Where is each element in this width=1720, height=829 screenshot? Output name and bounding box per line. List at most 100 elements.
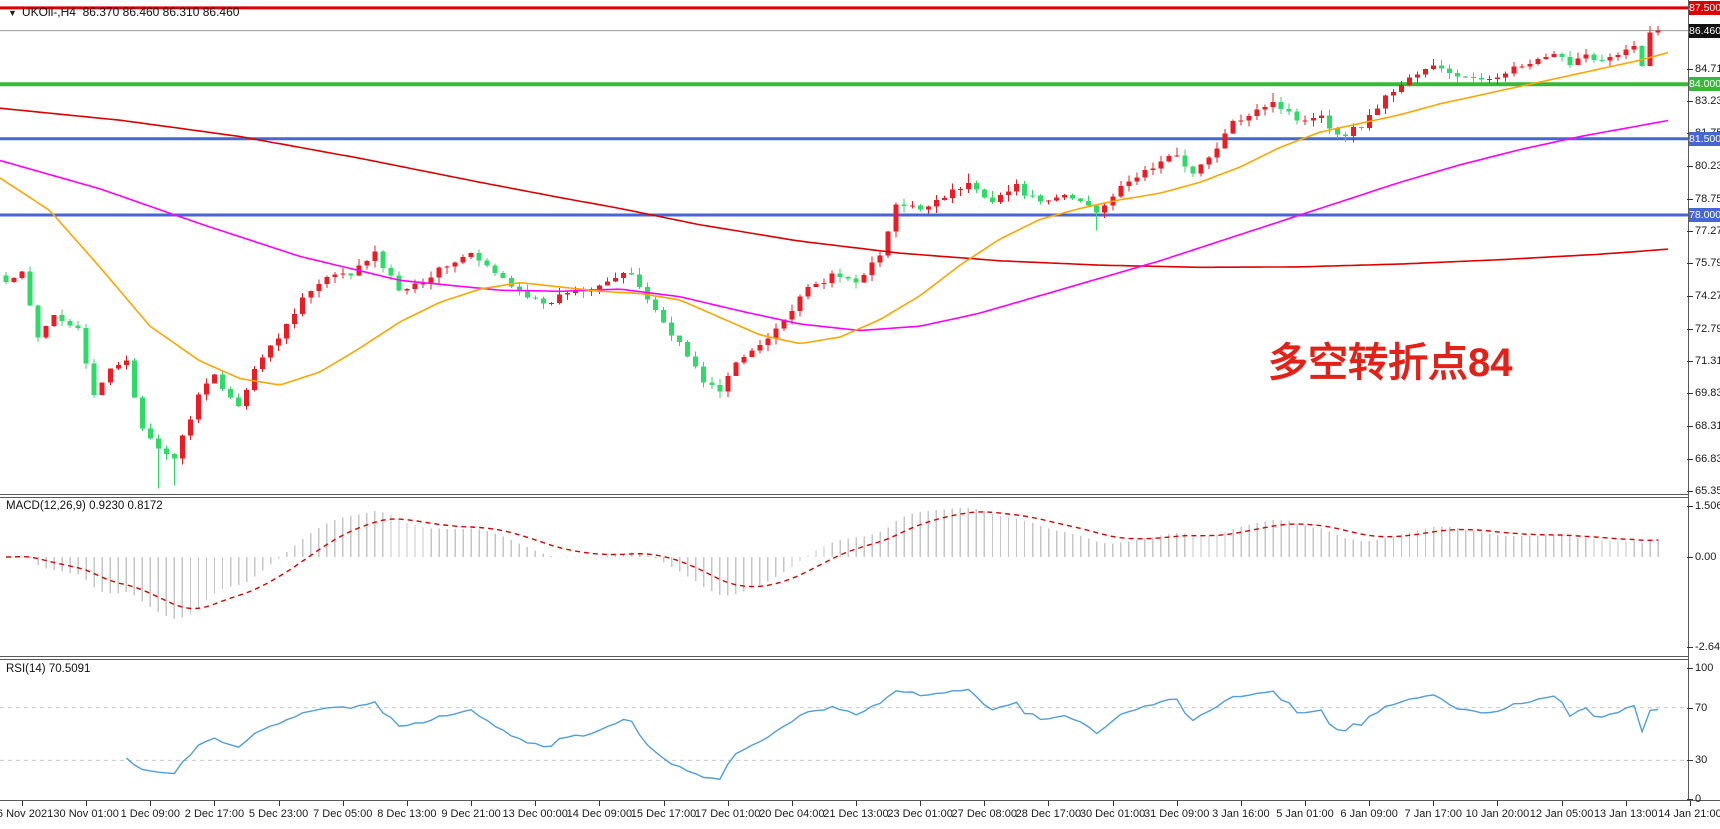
candle-body <box>1350 126 1356 136</box>
candle-body <box>901 204 907 207</box>
candle-body <box>1118 185 1124 197</box>
macd-rsi-separator <box>0 656 1688 657</box>
chevron-down-icon[interactable]: ▼ <box>8 8 17 18</box>
rsi-tick-label: 100 <box>1695 662 1714 674</box>
candle-body <box>1487 79 1493 81</box>
price-tick-label: 84.710 <box>1695 62 1720 75</box>
candle-body <box>1647 32 1653 66</box>
candle-body <box>1495 77 1501 80</box>
candle-body <box>1222 133 1228 149</box>
candle-body <box>1318 115 1324 119</box>
candle-body <box>1631 46 1637 50</box>
candle-body <box>1511 66 1517 74</box>
candle-body <box>941 198 947 201</box>
price-tick-label: 77.270 <box>1695 224 1720 237</box>
time-tick-mark <box>1176 801 1178 806</box>
candle-body <box>452 262 458 267</box>
candle-body <box>693 356 699 367</box>
macd-top-border <box>0 497 1688 498</box>
candle-body <box>204 383 209 395</box>
time-tick-mark <box>920 801 922 806</box>
time-tick-label: 13 Dec 00:00 <box>502 808 568 820</box>
candle-body <box>1415 74 1421 78</box>
candle-body <box>420 283 426 285</box>
price-tick-mark <box>1687 426 1693 428</box>
candle-body <box>1086 201 1092 206</box>
time-tick-label: 21 Dec 13:00 <box>823 808 889 820</box>
candle-body <box>179 435 185 459</box>
time-tick-mark <box>214 801 216 806</box>
candle-body <box>252 369 258 390</box>
price-tick-mark <box>1687 68 1693 70</box>
rsi-tick-label: 0 <box>1695 793 1702 805</box>
candle-body <box>1334 128 1340 135</box>
candle-body <box>35 305 41 338</box>
candle-body <box>67 321 73 326</box>
candle-body <box>1358 126 1364 129</box>
price-tick-label: 66.830 <box>1695 452 1720 465</box>
macd-panel-canvas[interactable] <box>0 497 1688 657</box>
candle-body <box>572 290 578 293</box>
time-tick-mark <box>1561 801 1563 806</box>
candle-body <box>348 273 354 276</box>
candle-body <box>1286 109 1292 112</box>
ma-short-orange <box>0 51 1669 386</box>
candle-body <box>749 350 755 357</box>
candle-body <box>893 204 899 232</box>
time-tick-label: 14 Dec 09:00 <box>566 808 633 820</box>
candle-body <box>372 251 378 262</box>
candle-body <box>260 357 266 370</box>
candle-body <box>621 273 627 278</box>
candle-body <box>1070 195 1076 199</box>
candle-body <box>965 183 971 190</box>
price-tick-mark <box>1687 296 1693 298</box>
candle-body <box>733 362 739 376</box>
time-tick-label: 12 Jan 05:00 <box>1529 808 1594 820</box>
price-tick-label: 75.790 <box>1695 257 1720 270</box>
candle-body <box>1535 59 1541 65</box>
price-tick-label: 74.270 <box>1695 290 1720 303</box>
candle-body <box>613 277 619 282</box>
candle-body <box>460 257 466 263</box>
candle-body <box>1439 65 1445 69</box>
candle-body <box>1038 195 1044 202</box>
candle-body <box>677 335 683 343</box>
time-tick-label: 28 Dec 17:00 <box>1015 808 1082 820</box>
candle-body <box>837 273 843 277</box>
candle-body <box>1519 66 1525 68</box>
rsi-panel-canvas[interactable] <box>0 659 1688 801</box>
candle-body <box>805 287 811 297</box>
time-tick-mark <box>727 801 729 806</box>
candle-body <box>492 265 498 274</box>
time-tick-label: 31 Dec 09:00 <box>1143 808 1210 820</box>
candle-body <box>484 260 490 266</box>
candle-body <box>981 189 987 198</box>
rsi-tick-mark <box>1687 668 1693 669</box>
candle-body <box>1006 191 1011 196</box>
candle-body <box>845 276 851 279</box>
candle-body <box>75 325 81 328</box>
candle-body <box>1166 155 1172 162</box>
time-tick-mark <box>1689 801 1691 806</box>
candle-body <box>83 327 89 364</box>
candle-body <box>1639 46 1645 66</box>
candle-body <box>637 274 643 287</box>
time-tick-mark <box>342 801 344 806</box>
time-tick-mark <box>855 801 857 806</box>
candle-body <box>1503 73 1509 78</box>
candle-body <box>925 206 931 210</box>
price-tick-label: 83.230 <box>1695 94 1720 107</box>
rsi-tick-mark <box>1687 707 1693 709</box>
price-tag-86.460: 86.460 <box>1689 23 1720 38</box>
candle-body <box>1182 155 1188 167</box>
candle-body <box>236 397 242 406</box>
candle-body <box>877 255 883 263</box>
candle-body <box>428 277 434 284</box>
price-tag-87.500: 87.500 <box>1689 0 1720 15</box>
price-tick-mark <box>1687 360 1693 362</box>
time-tick-mark <box>1497 801 1499 806</box>
main-chart-canvas[interactable] <box>0 0 1688 496</box>
time-tick-mark <box>406 801 408 806</box>
candle-body <box>1190 166 1196 174</box>
